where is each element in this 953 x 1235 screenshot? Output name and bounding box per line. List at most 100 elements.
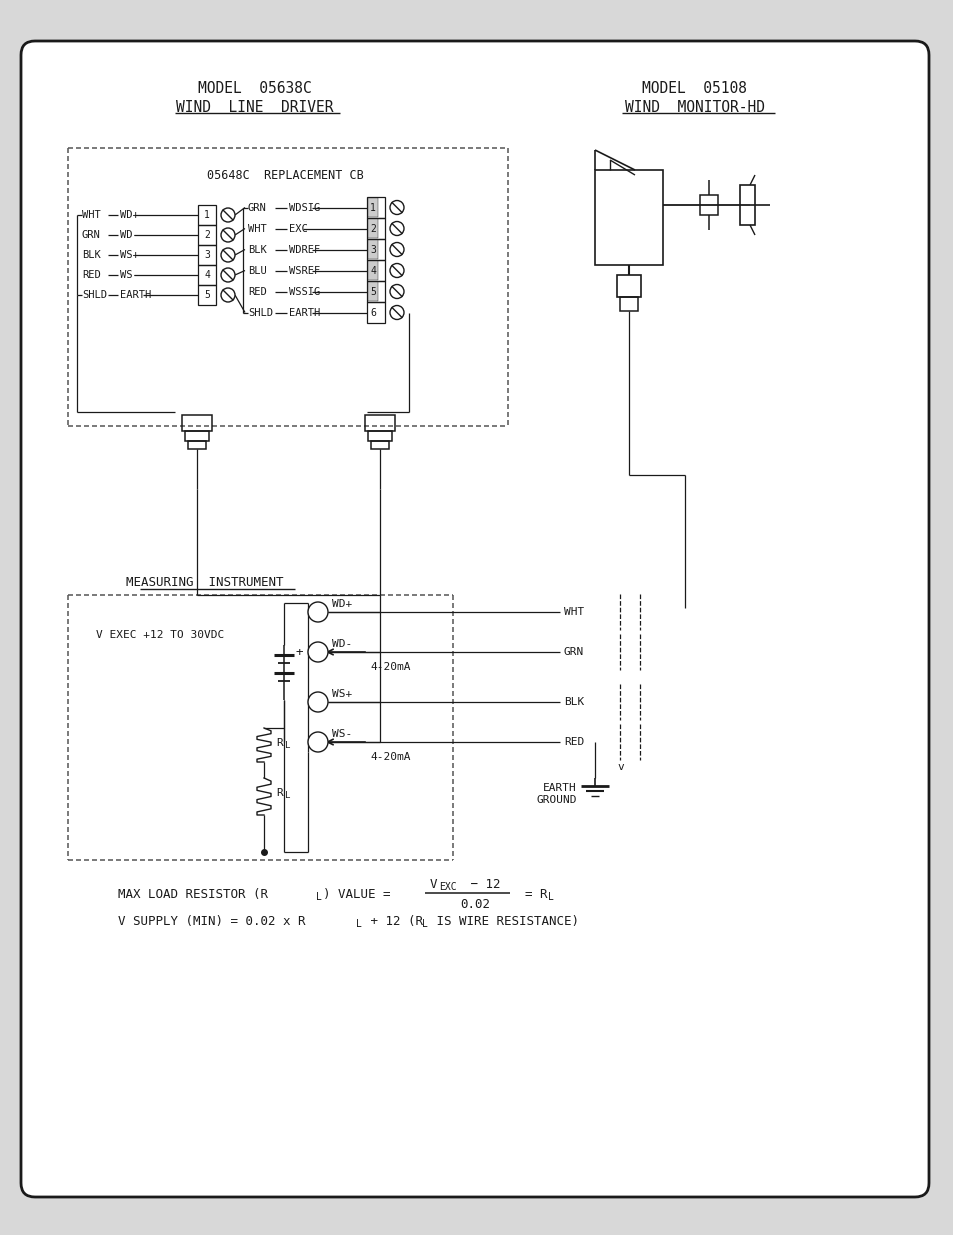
Circle shape — [308, 692, 328, 713]
Bar — [700, 195, 718, 215]
Text: 4-20mA: 4-20mA — [370, 752, 410, 762]
Circle shape — [308, 601, 328, 622]
Text: RED: RED — [248, 287, 267, 296]
Text: RED: RED — [82, 270, 101, 280]
Text: 3: 3 — [204, 249, 210, 261]
Text: L: L — [547, 892, 554, 902]
Text: 05648C  REPLACEMENT CB: 05648C REPLACEMENT CB — [207, 168, 363, 182]
Bar — [367, 219, 385, 240]
Text: L: L — [315, 892, 321, 902]
Bar — [198, 245, 215, 266]
Bar — [368, 198, 377, 217]
Text: L: L — [285, 792, 290, 800]
Bar — [188, 441, 206, 450]
Text: WIND  MONITOR-HD: WIND MONITOR-HD — [624, 100, 764, 115]
Text: L: L — [355, 919, 361, 929]
Text: 5: 5 — [370, 287, 375, 296]
Text: 3: 3 — [370, 245, 375, 254]
Text: EARTH: EARTH — [542, 783, 577, 793]
Bar — [367, 282, 385, 303]
Text: WDREF: WDREF — [289, 245, 320, 254]
Text: BLK: BLK — [563, 697, 583, 706]
Text: WS+: WS+ — [332, 689, 352, 699]
Text: WS-: WS- — [120, 270, 138, 280]
Circle shape — [221, 288, 234, 303]
Circle shape — [221, 207, 234, 222]
Bar — [198, 266, 215, 285]
Text: WHT: WHT — [248, 224, 267, 233]
Text: 4: 4 — [204, 270, 210, 280]
Circle shape — [308, 732, 328, 752]
Bar — [198, 285, 215, 305]
Text: 0.02: 0.02 — [459, 899, 490, 911]
Text: V EXEC +12 TO 30VDC: V EXEC +12 TO 30VDC — [95, 630, 224, 640]
Text: GROUND: GROUND — [536, 795, 577, 805]
Bar — [371, 441, 389, 450]
Text: MAX LOAD RESISTOR (R: MAX LOAD RESISTOR (R — [118, 888, 268, 902]
Text: GRN: GRN — [82, 230, 101, 240]
Text: L: L — [285, 741, 290, 751]
Bar — [617, 275, 640, 296]
Text: WS+: WS+ — [120, 249, 138, 261]
Bar — [619, 296, 638, 311]
Text: EARTH: EARTH — [120, 290, 152, 300]
Text: 4: 4 — [370, 266, 375, 275]
Text: MODEL  05638C: MODEL 05638C — [198, 80, 312, 95]
Text: = R: = R — [524, 888, 547, 902]
Bar — [198, 225, 215, 245]
Circle shape — [308, 642, 328, 662]
Bar — [367, 303, 385, 324]
Text: WHT: WHT — [563, 606, 583, 618]
Text: − 12: − 12 — [462, 878, 500, 892]
Circle shape — [390, 242, 403, 257]
Text: 1: 1 — [370, 203, 375, 212]
Bar — [595, 170, 662, 266]
Text: WD+: WD+ — [332, 599, 352, 609]
Text: MEASURING  INSTRUMENT: MEASURING INSTRUMENT — [126, 577, 283, 589]
Text: 2: 2 — [204, 230, 210, 240]
Text: SHLD: SHLD — [82, 290, 107, 300]
Text: RED: RED — [563, 737, 583, 747]
Text: BLK: BLK — [82, 249, 101, 261]
Text: 6: 6 — [370, 308, 375, 317]
Text: V: V — [430, 878, 437, 892]
Text: WSSIG: WSSIG — [289, 287, 320, 296]
Text: GRN: GRN — [248, 203, 267, 212]
Text: BLK: BLK — [248, 245, 267, 254]
Circle shape — [221, 268, 234, 282]
Text: WIND  LINE  DRIVER: WIND LINE DRIVER — [176, 100, 334, 115]
FancyBboxPatch shape — [21, 41, 928, 1197]
Bar — [368, 261, 377, 280]
Bar — [368, 282, 377, 301]
Text: +: + — [295, 646, 303, 659]
Text: IS WIRE RESISTANCE): IS WIRE RESISTANCE) — [429, 915, 578, 929]
Text: WDSIG: WDSIG — [289, 203, 320, 212]
Text: EARTH: EARTH — [289, 308, 320, 317]
Text: + 12 (R: + 12 (R — [363, 915, 422, 929]
Bar — [367, 261, 385, 282]
Bar — [198, 205, 215, 225]
Text: MODEL  05108: MODEL 05108 — [641, 80, 747, 95]
Text: WD+: WD+ — [120, 210, 138, 220]
Bar — [185, 431, 209, 441]
Bar — [740, 185, 754, 225]
Text: WHT: WHT — [82, 210, 101, 220]
Text: EXC: EXC — [289, 224, 308, 233]
Text: 2: 2 — [370, 224, 375, 233]
Text: V SUPPLY (MIN) = 0.02 x R: V SUPPLY (MIN) = 0.02 x R — [118, 915, 305, 929]
Text: BLU: BLU — [248, 266, 267, 275]
Bar — [368, 240, 377, 259]
Bar — [182, 415, 212, 431]
Circle shape — [390, 221, 403, 236]
Text: v: v — [617, 762, 623, 772]
Bar — [367, 198, 385, 219]
Text: WS-: WS- — [332, 729, 352, 739]
Circle shape — [221, 248, 234, 262]
Circle shape — [390, 200, 403, 215]
Text: 1: 1 — [204, 210, 210, 220]
Text: 5: 5 — [204, 290, 210, 300]
Bar — [368, 219, 377, 238]
Text: 4-20mA: 4-20mA — [370, 662, 410, 672]
Text: ) VALUE =: ) VALUE = — [323, 888, 390, 902]
Text: WD-: WD- — [332, 638, 352, 650]
